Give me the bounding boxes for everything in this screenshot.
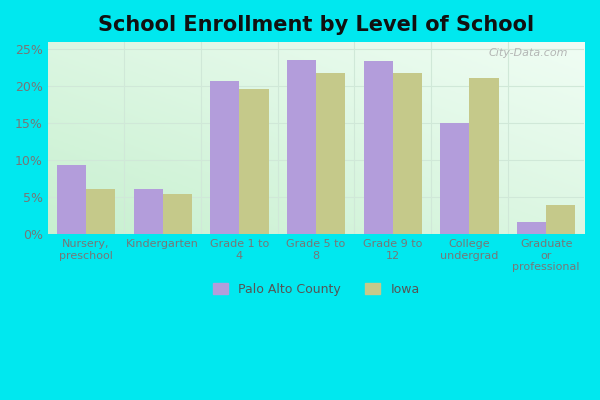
Bar [210,81,239,234]
Bar [57,166,86,234]
Bar [469,78,499,234]
Bar [163,194,192,234]
Bar [440,123,469,234]
Legend: Palo Alto County, Iowa: Palo Alto County, Iowa [208,278,425,301]
Bar [393,73,422,234]
Bar [517,222,546,234]
Bar [287,60,316,234]
Bar [316,73,345,234]
Bar [239,89,269,234]
Bar [134,189,163,234]
Bar [86,189,115,234]
Title: School Enrollment by Level of School: School Enrollment by Level of School [98,15,534,35]
Text: City-Data.com: City-Data.com [489,48,568,58]
Bar [546,205,575,234]
Bar [364,60,393,234]
